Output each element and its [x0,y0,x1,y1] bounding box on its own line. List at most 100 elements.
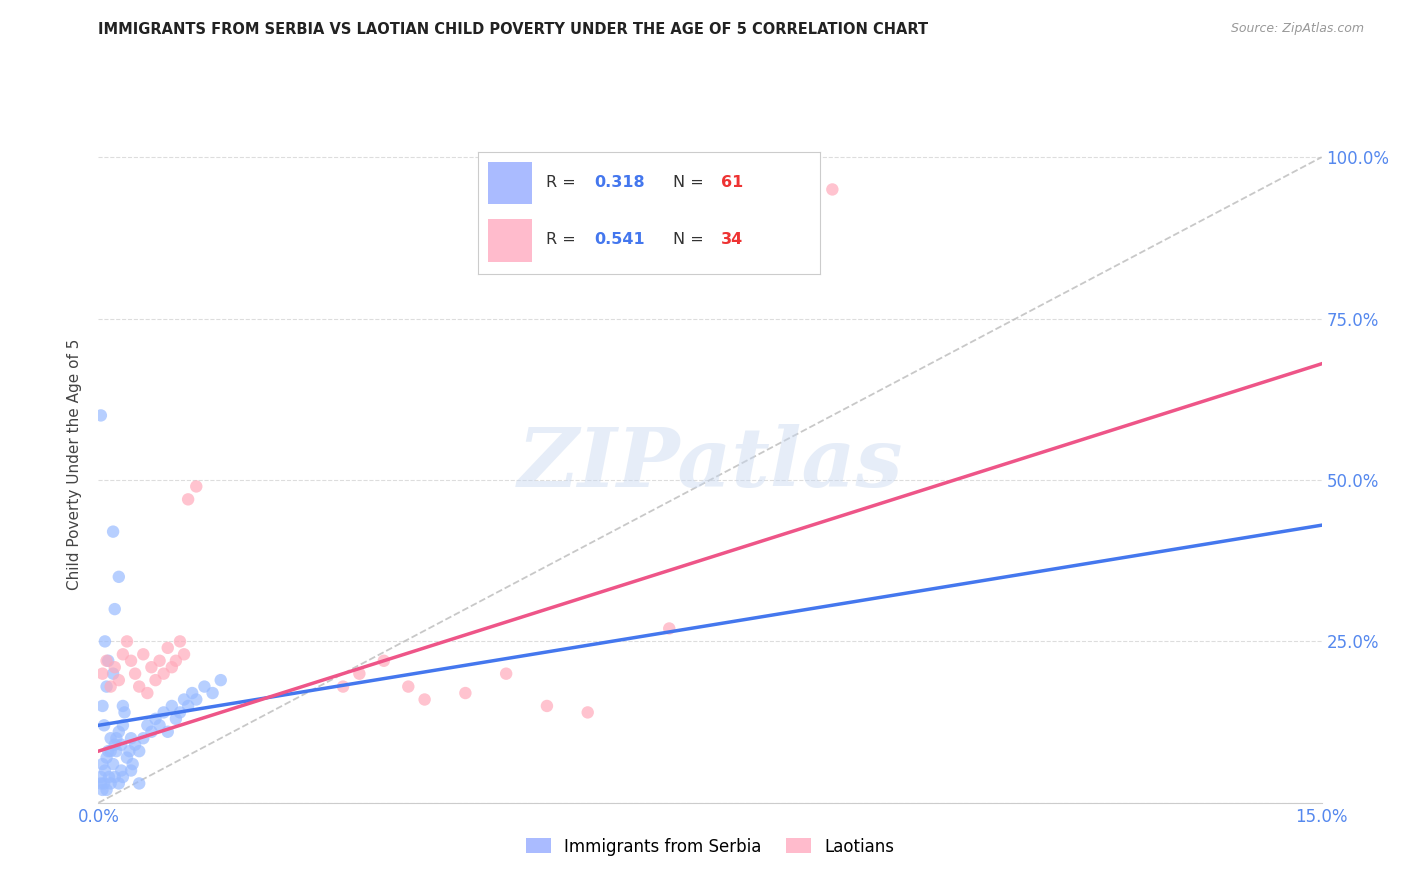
Point [821,182,844,196]
Text: 0.318: 0.318 [595,175,645,190]
Point [105,744,128,758]
Point [105,731,128,746]
Point [108,570,131,584]
Point [149,718,172,732]
Text: IMMIGRANTS FROM SERBIA VS LAOTIAN CHILD POVERTY UNDER THE AGE OF 5 CORRELATION C: IMMIGRANTS FROM SERBIA VS LAOTIAN CHILD … [98,22,928,37]
Point [110,764,132,778]
Point [181,686,204,700]
Point [136,686,159,700]
Point [165,712,187,726]
Point [97,744,120,758]
Point [658,622,681,636]
Point [94,634,117,648]
Text: ZIPatlas: ZIPatlas [517,424,903,504]
Point [145,712,167,726]
Point [96,654,118,668]
Point [576,706,599,720]
Point [101,666,124,681]
Point [120,731,142,746]
Point [193,680,215,694]
Point [156,640,179,655]
Point [111,718,134,732]
Text: 61: 61 [721,175,742,190]
Point [160,698,183,713]
Point [128,680,150,694]
Point [136,718,159,732]
Point [145,673,167,687]
Point [454,686,477,700]
Point [152,666,174,681]
Point [96,783,118,797]
Point [124,666,146,681]
Point [156,724,179,739]
Point [373,654,395,668]
Point [90,770,112,784]
Point [186,692,208,706]
Point [110,738,132,752]
Point [90,409,112,423]
Point [100,731,122,746]
Point [108,776,131,790]
Point [91,666,114,681]
Text: N =: N = [673,175,709,190]
Point [396,680,419,694]
Point [91,698,114,713]
Point [121,757,143,772]
Point [413,692,436,706]
Point [177,698,200,713]
Point [165,654,187,668]
Point [120,764,142,778]
Point [96,680,118,694]
Point [91,757,114,772]
Text: R =: R = [546,175,581,190]
Point [104,770,127,784]
Point [100,776,122,790]
Text: 34: 34 [721,232,742,247]
Point [101,757,124,772]
Point [101,524,124,539]
Point [108,724,131,739]
Point [100,744,122,758]
Point [114,706,136,720]
Text: 0.541: 0.541 [595,232,645,247]
Point [104,660,127,674]
Point [149,654,172,668]
Point [104,738,127,752]
Point [141,724,163,739]
Text: R =: R = [546,232,581,247]
Point [108,673,131,687]
Point [173,648,195,662]
Point [128,776,150,790]
Point [124,738,146,752]
Point [495,666,517,681]
Point [111,698,134,713]
Legend: Immigrants from Serbia, Laotians: Immigrants from Serbia, Laotians [519,831,901,863]
Point [169,634,191,648]
Point [349,666,371,681]
Point [111,770,134,784]
Point [128,744,150,758]
Point [186,479,208,493]
Point [98,770,121,784]
Point [100,680,122,694]
Point [141,660,163,674]
Point [177,492,200,507]
Point [132,648,155,662]
Point [160,660,183,674]
Point [104,602,127,616]
Point [115,750,138,764]
Point [93,776,115,790]
Point [169,706,191,720]
Point [120,654,142,668]
FancyBboxPatch shape [488,219,533,262]
Y-axis label: Child Poverty Under the Age of 5: Child Poverty Under the Age of 5 [67,338,83,590]
Point [115,634,138,648]
Point [152,706,174,720]
Point [94,764,117,778]
Point [201,686,224,700]
Point [209,673,232,687]
Point [118,744,141,758]
Point [91,783,114,797]
Point [90,776,112,790]
Point [332,680,354,694]
